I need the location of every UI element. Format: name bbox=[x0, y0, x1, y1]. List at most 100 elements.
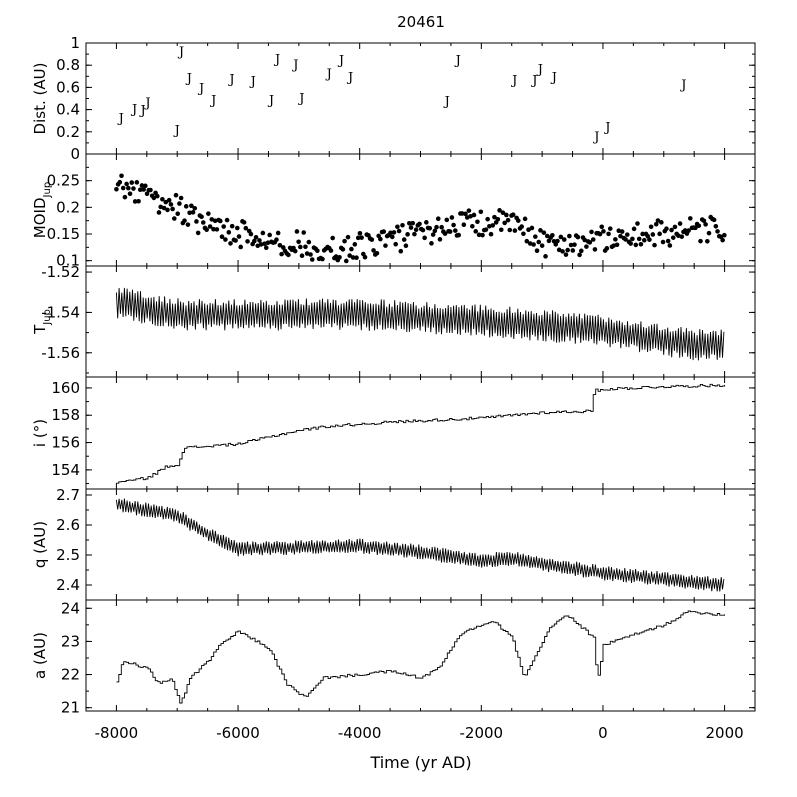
data-point bbox=[214, 227, 220, 232]
y-tick-label: -1.56 bbox=[41, 344, 80, 362]
y-tick-label: 0.4 bbox=[56, 101, 80, 119]
data-point bbox=[131, 186, 136, 191]
data-point bbox=[195, 230, 201, 236]
panel-q: 2.4 2.5 2.6 2.7 q (AU) bbox=[31, 486, 756, 601]
data-point bbox=[144, 191, 150, 197]
y-axis-label-text: Dist. (AU) bbox=[31, 63, 49, 135]
data-point bbox=[190, 210, 196, 215]
data-point bbox=[362, 254, 368, 260]
data-point bbox=[114, 186, 119, 192]
data-point bbox=[207, 224, 213, 229]
data-point bbox=[538, 228, 543, 233]
data-point bbox=[163, 199, 169, 205]
data-point bbox=[565, 247, 570, 253]
data-point bbox=[488, 231, 494, 237]
data-point bbox=[410, 220, 416, 226]
data-point bbox=[495, 216, 501, 222]
data-point bbox=[463, 211, 468, 217]
y-axis-label-subscript: Jup bbox=[42, 182, 53, 199]
data-point bbox=[607, 226, 613, 231]
data-point bbox=[500, 210, 506, 215]
data-point bbox=[177, 201, 182, 206]
data-point bbox=[722, 232, 727, 238]
data-point bbox=[337, 255, 342, 260]
data-point bbox=[492, 214, 497, 220]
panel-frame bbox=[85, 153, 756, 267]
data-point bbox=[665, 238, 671, 244]
data-point bbox=[175, 211, 181, 217]
data-point bbox=[126, 185, 131, 191]
data-point bbox=[519, 224, 525, 229]
y-axis-label: i (°) bbox=[31, 419, 49, 447]
data-point bbox=[498, 227, 504, 233]
data-point bbox=[369, 237, 375, 242]
data-point bbox=[374, 250, 380, 256]
data-point bbox=[173, 192, 179, 198]
y-tick-label: -1.52 bbox=[41, 263, 80, 281]
data-point bbox=[183, 204, 189, 209]
data-point bbox=[308, 252, 313, 257]
data-point bbox=[292, 248, 298, 254]
data-point bbox=[693, 225, 698, 231]
data-point bbox=[352, 242, 358, 247]
data-point bbox=[168, 202, 174, 207]
data-point bbox=[510, 212, 516, 218]
data-point bbox=[151, 195, 157, 201]
data-point bbox=[424, 220, 429, 225]
data-point bbox=[672, 224, 678, 230]
data-point-marker: J bbox=[443, 95, 450, 110]
data-point bbox=[677, 221, 683, 226]
data-point bbox=[166, 197, 172, 203]
data-point bbox=[647, 237, 652, 242]
x-tick-label: -4000 bbox=[338, 724, 382, 742]
data-point bbox=[328, 248, 334, 253]
data-point bbox=[471, 212, 477, 218]
data-point bbox=[577, 252, 582, 258]
data-point bbox=[505, 217, 511, 223]
data-point bbox=[439, 224, 444, 230]
data-point bbox=[613, 237, 618, 242]
data-point bbox=[383, 243, 388, 248]
y-tick-label: 0.2 bbox=[56, 198, 80, 216]
data-point bbox=[267, 232, 272, 238]
data-point bbox=[148, 187, 153, 193]
data-point bbox=[606, 231, 611, 237]
data-point bbox=[136, 198, 141, 204]
data-point bbox=[630, 236, 635, 242]
data-point bbox=[355, 235, 361, 241]
data-point bbox=[686, 228, 691, 233]
data-point bbox=[296, 239, 301, 245]
data-point bbox=[223, 237, 228, 242]
data-point bbox=[257, 238, 262, 243]
data-point bbox=[139, 183, 145, 188]
data-point-marker: J bbox=[197, 81, 204, 96]
data-point bbox=[635, 221, 640, 226]
data-point bbox=[560, 249, 565, 254]
data-point bbox=[243, 225, 249, 231]
data-point-marker: J bbox=[291, 58, 298, 73]
data-point bbox=[720, 237, 725, 243]
data-point bbox=[124, 181, 129, 187]
data-point bbox=[541, 230, 547, 235]
data-point bbox=[531, 242, 536, 247]
data-point bbox=[298, 244, 303, 250]
data-point bbox=[587, 240, 593, 245]
data-point bbox=[461, 222, 467, 228]
data-point bbox=[623, 237, 628, 242]
series-line bbox=[115, 498, 725, 592]
data-point bbox=[422, 235, 427, 241]
data-point bbox=[156, 210, 162, 215]
data-point-marker: J bbox=[550, 70, 557, 85]
data-point bbox=[233, 238, 238, 243]
data-point bbox=[241, 220, 247, 225]
data-point bbox=[660, 239, 666, 245]
data-point bbox=[286, 252, 291, 258]
y-axis-label-subscript: Jup bbox=[42, 309, 53, 326]
data-point bbox=[476, 232, 482, 238]
data-point bbox=[172, 216, 177, 221]
data-point bbox=[245, 239, 250, 244]
data-point bbox=[619, 229, 625, 234]
data-point bbox=[601, 229, 606, 234]
